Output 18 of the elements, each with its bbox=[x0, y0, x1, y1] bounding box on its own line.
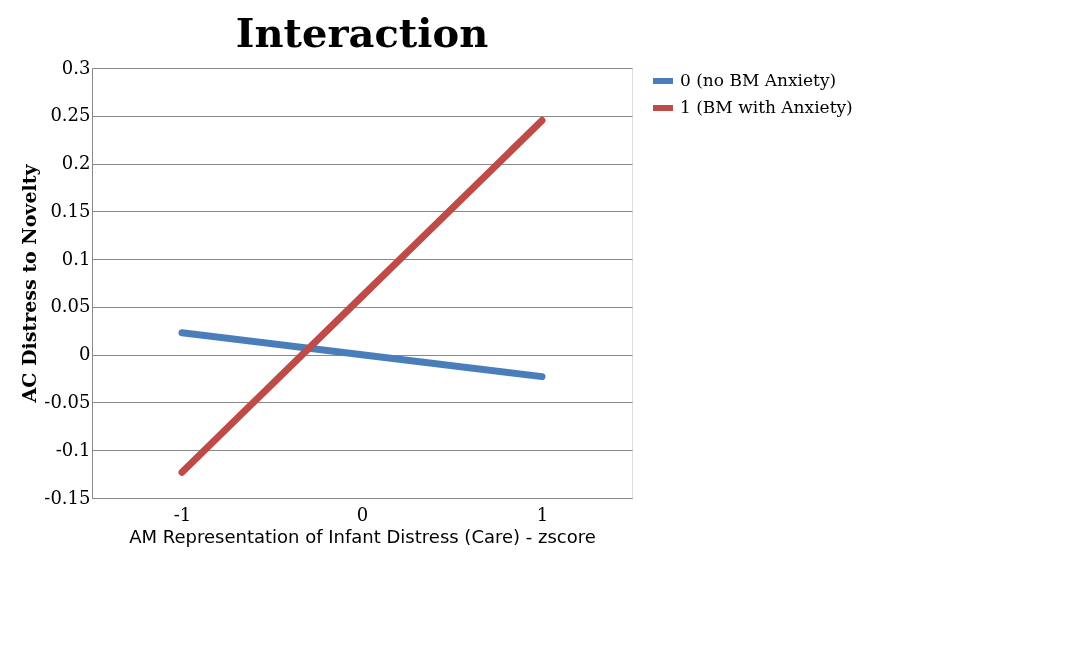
y-tick-label: 0.2 bbox=[61, 152, 91, 174]
y-tick-label: -0.15 bbox=[44, 486, 91, 508]
x-tick-label: 1 bbox=[536, 503, 549, 525]
x-tick-label: -1 bbox=[173, 503, 192, 525]
x-axis-title: AM Representation of Infant Distress (Care) - zscore bbox=[129, 525, 596, 547]
x-tick-label: 0 bbox=[356, 503, 369, 525]
y-tick-label: 0 bbox=[79, 343, 91, 365]
chart-title: Interaction bbox=[235, 9, 489, 56]
legend-label: 1 (BM with Anxiety) bbox=[680, 97, 853, 117]
y-tick-label: 0.3 bbox=[61, 56, 91, 78]
y-tick-label: 0.05 bbox=[50, 295, 91, 317]
y-tick-label: 0.1 bbox=[61, 247, 91, 269]
y-tick-label: -0.1 bbox=[55, 438, 91, 460]
legend-label: 0 (no BM Anxiety) bbox=[680, 70, 837, 90]
y-tick-label: 0.15 bbox=[50, 199, 91, 221]
y-tick-label: -0.05 bbox=[44, 390, 91, 412]
y-axis-title: AC Distress to Novelty bbox=[18, 163, 41, 404]
y-tick-label: 0.25 bbox=[50, 104, 91, 126]
